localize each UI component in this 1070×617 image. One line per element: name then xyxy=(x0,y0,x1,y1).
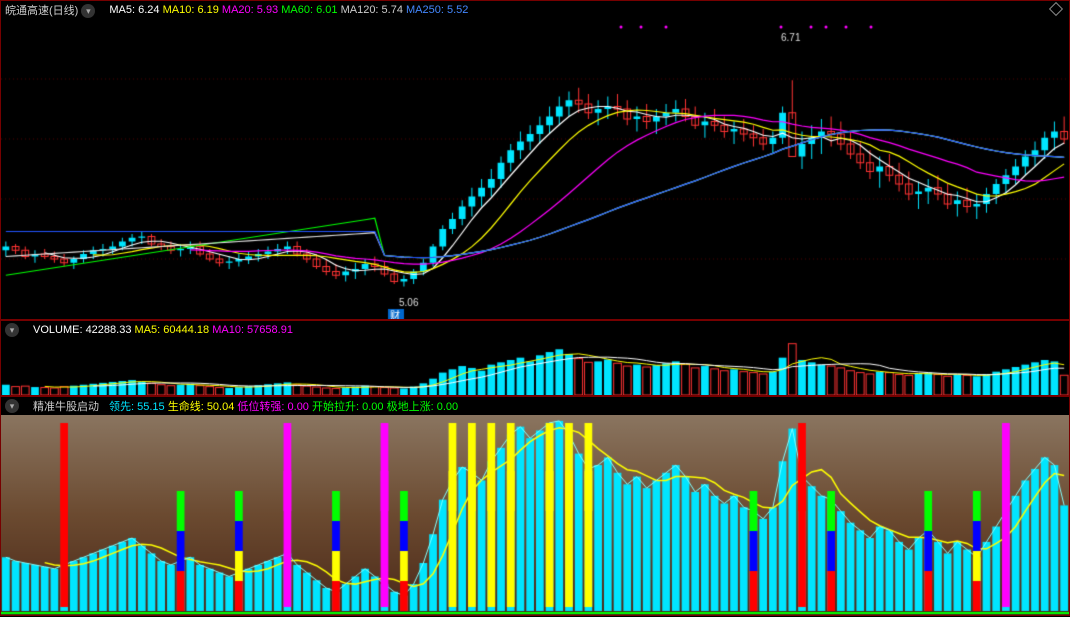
chevron-down-icon[interactable]: ▾ xyxy=(5,399,19,413)
legend-item: MA5: 6.24 xyxy=(109,4,159,16)
volume-header: ▾ VOLUME: 42288.33 MA5: 60444.18 MA10: 5… xyxy=(1,321,1069,339)
ma-legend: MA5: 6.24 MA10: 6.19 MA20: 5.93 MA60: 6.… xyxy=(109,4,468,16)
stock-title: 皖通高速(日线) ▾ xyxy=(5,2,99,18)
volume-panel[interactable]: ▾ VOLUME: 42288.33 MA5: 60444.18 MA10: 5… xyxy=(0,320,1070,396)
legend-item: MA60: 6.01 xyxy=(281,4,337,16)
legend-item: MA20: 5.93 xyxy=(222,4,278,16)
price-header: 皖通高速(日线) ▾ MA5: 6.24 MA10: 6.19 MA20: 5.… xyxy=(1,1,1069,19)
price-panel[interactable]: 皖通高速(日线) ▾ MA5: 6.24 MA10: 6.19 MA20: 5.… xyxy=(0,0,1070,320)
legend-item: 低位转强: 0.00 xyxy=(237,401,309,413)
legend-item: MA250: 5.52 xyxy=(406,4,468,16)
chevron-down-icon[interactable]: ▾ xyxy=(5,323,19,337)
legend-item: MA5: 60444.18 xyxy=(135,324,210,336)
legend-item: 开始拉升: 0.00 xyxy=(312,401,384,413)
legend-item: VOLUME: 42288.33 xyxy=(33,324,131,336)
indicator-panel[interactable]: ▾ 精准牛股启动 领先: 55.15 生命线: 50.04 低位转强: 0.00… xyxy=(0,396,1070,616)
legend-item: MA120: 5.74 xyxy=(341,4,403,16)
indicator-title: 精准牛股启动 xyxy=(33,398,99,414)
indicator-legend: 领先: 55.15 生命线: 50.04 低位转强: 0.00 开始拉升: 0.… xyxy=(109,398,458,414)
legend-item: 领先: 55.15 xyxy=(109,401,165,413)
chart-container: 皖通高速(日线) ▾ MA5: 6.24 MA10: 6.19 MA20: 5.… xyxy=(0,0,1070,617)
indicator-header: ▾ 精准牛股启动 领先: 55.15 生命线: 50.04 低位转强: 0.00… xyxy=(1,397,1069,415)
indicator-chart[interactable] xyxy=(1,415,1069,615)
volume-chart[interactable] xyxy=(1,339,1069,395)
legend-item: 生命线: 50.04 xyxy=(168,401,235,413)
legend-item: 极地上涨: 0.00 xyxy=(387,401,459,413)
chevron-down-icon[interactable]: ▾ xyxy=(81,4,95,18)
volume-legend: VOLUME: 42288.33 MA5: 60444.18 MA10: 576… xyxy=(33,324,293,336)
legend-item: MA10: 6.19 xyxy=(163,4,219,16)
legend-item: MA10: 57658.91 xyxy=(212,324,293,336)
price-chart[interactable] xyxy=(1,19,1069,319)
